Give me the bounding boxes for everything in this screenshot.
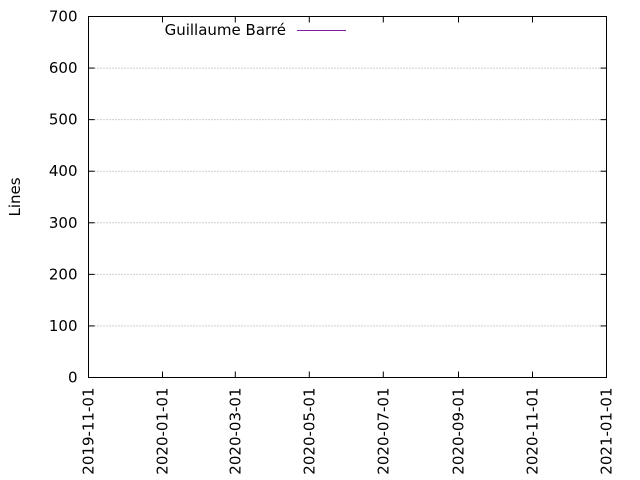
x-tick-label: 2020-07-01: [374, 388, 392, 475]
y-tick-label: 100: [49, 317, 78, 335]
x-tick-label: 2020-09-01: [450, 388, 468, 475]
y-tick-label: 200: [49, 265, 78, 283]
legend: Guillaume Barré: [165, 21, 346, 39]
y-axis-label: Lines: [6, 177, 24, 216]
y-tick-label: 500: [49, 111, 78, 129]
x-tick-label: 2020-01-01: [154, 388, 172, 475]
y-axis: 0 100 200 300 400 500 600 700: [49, 8, 607, 387]
y-tick-label: 0: [68, 369, 78, 387]
y-tick-label: 600: [49, 59, 78, 77]
x-axis: 2019-11-01 2020-01-01 2020-03-01 2020-05-01…: [80, 16, 616, 475]
y-tick-label: 300: [49, 214, 78, 232]
y-tick-label: 400: [49, 162, 78, 180]
plot-area-border: [88, 16, 607, 378]
x-tick-label: 2019-11-01: [80, 388, 98, 475]
gridlines: [88, 67, 607, 327]
x-tick-label: 2021-01-01: [598, 388, 616, 475]
x-tick-label: 2020-05-01: [300, 388, 318, 475]
y-tick-label: 700: [49, 8, 78, 26]
x-tick-label: 2020-11-01: [524, 388, 542, 475]
x-tick-label: 2020-03-01: [226, 388, 244, 475]
legend-entry-label: Guillaume Barré: [165, 21, 286, 39]
